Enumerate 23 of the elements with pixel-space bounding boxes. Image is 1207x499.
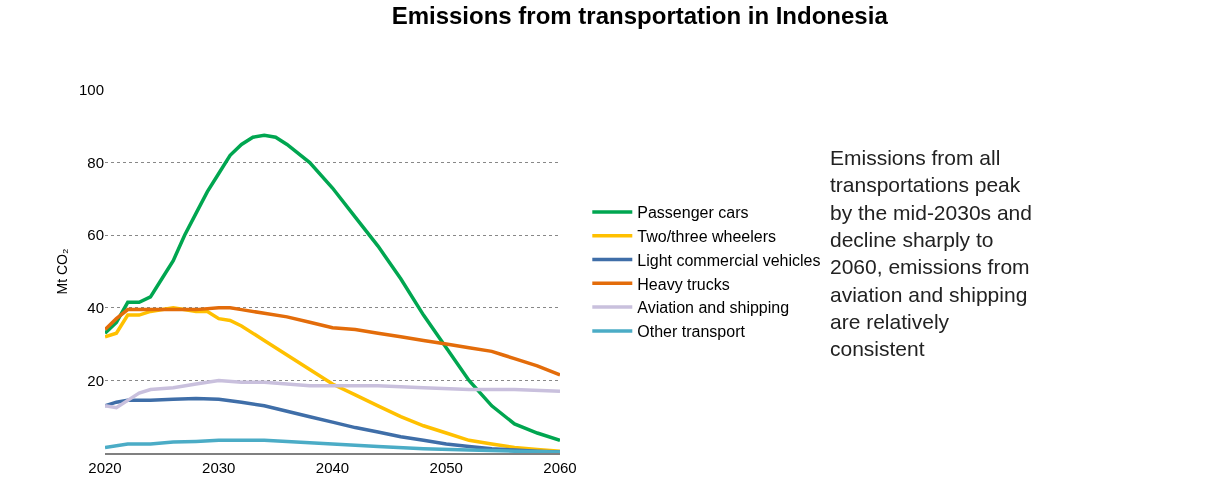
x-tick-label: 2020 xyxy=(88,459,122,476)
y-tick-label: 20 xyxy=(87,371,104,389)
line-series xyxy=(105,133,560,443)
x-tick-label: 2040 xyxy=(315,459,350,476)
legend-label: Passenger cars xyxy=(637,204,749,222)
legend-label: Two/three wheelers xyxy=(637,227,777,245)
y-tick-label: 40 xyxy=(87,299,104,317)
legend-label: Heavy trucks xyxy=(637,275,730,293)
text: Emissions from transportation in Indonesia xyxy=(391,2,889,30)
legend-label: Light commercial vehicles xyxy=(637,251,821,269)
y-tick-label: 100 xyxy=(78,81,104,99)
line-series xyxy=(105,306,560,377)
line-series xyxy=(105,378,560,410)
y-axis-title: Mt CO₂ xyxy=(53,248,70,295)
legend-label: Aviation and shipping xyxy=(637,299,790,317)
y-tick-label: 60 xyxy=(87,226,104,244)
x-tick-label: 2030 xyxy=(202,459,236,476)
line-series xyxy=(105,438,560,453)
text: Emissions from all transportations peak by the mid-2030s and decline sharply to 2060, emissions from aviation and shipping are relatively consistent xyxy=(830,146,1032,361)
y-tick-label: 80 xyxy=(87,153,104,171)
x-tick-label: 2050 xyxy=(429,459,463,476)
legend-label: Other transport xyxy=(637,323,746,341)
x-tick-label: 2060 xyxy=(543,459,577,476)
